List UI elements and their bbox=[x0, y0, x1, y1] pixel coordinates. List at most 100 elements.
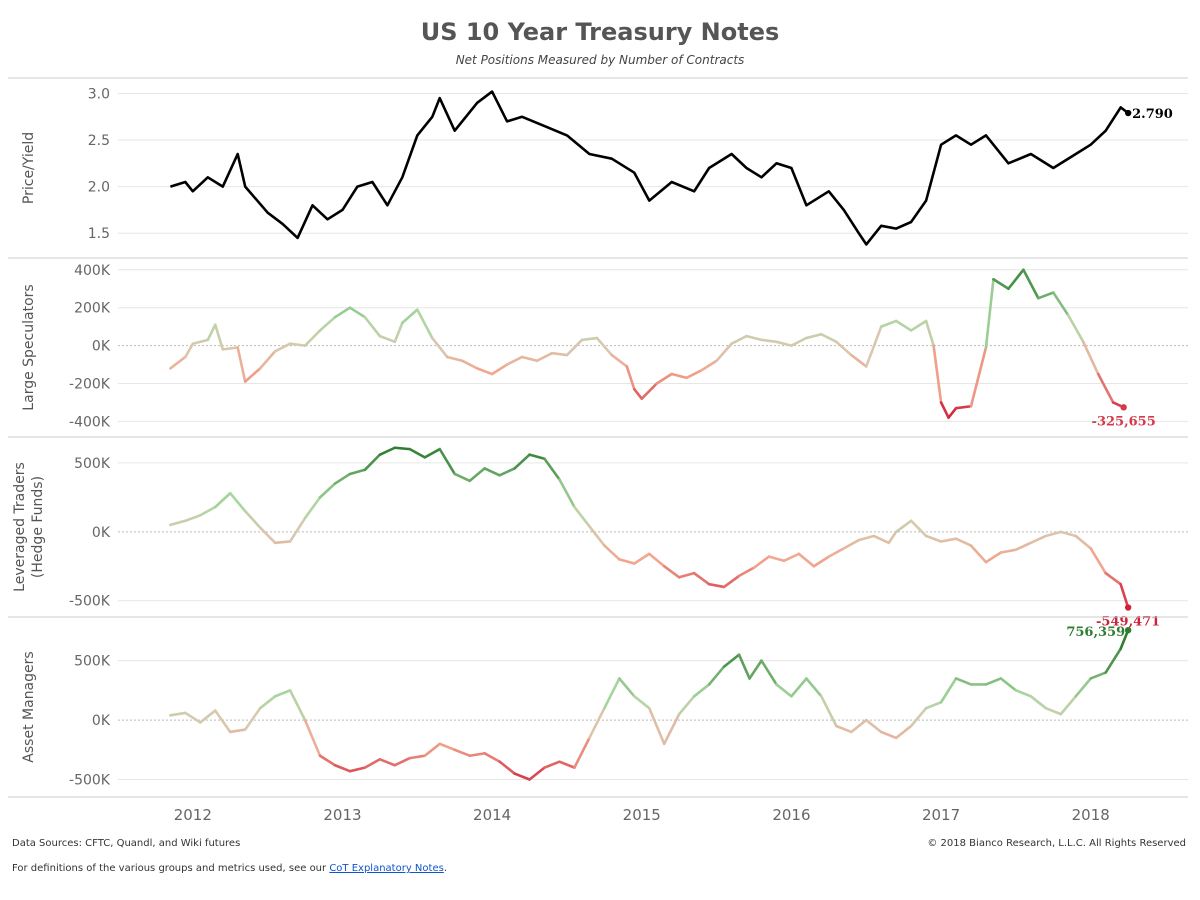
series-segment bbox=[909, 319, 928, 332]
series-segment bbox=[228, 491, 247, 513]
series-segment bbox=[573, 505, 591, 528]
series-segment bbox=[924, 534, 943, 543]
series-segment bbox=[1059, 695, 1078, 716]
series-segment bbox=[924, 700, 943, 710]
series-segment bbox=[700, 359, 718, 372]
series-segment bbox=[378, 757, 397, 767]
series-segment bbox=[632, 695, 651, 710]
series-segment bbox=[550, 351, 569, 357]
y-axis-title: Asset Managers bbox=[21, 651, 37, 762]
y-tick-label: 0K bbox=[92, 525, 111, 541]
y-tick-label: -200K bbox=[69, 377, 111, 393]
series-segment bbox=[820, 332, 838, 344]
series-segment bbox=[1066, 313, 1085, 344]
series-segment bbox=[924, 319, 935, 347]
series-segment bbox=[1089, 671, 1107, 680]
series-segment bbox=[498, 467, 516, 477]
data-sources-note: Data Sources: CFTC, Quandl, and Wiki fut… bbox=[12, 838, 241, 849]
series-segment bbox=[333, 763, 352, 773]
series-segment bbox=[273, 342, 292, 353]
series-segment bbox=[894, 319, 913, 332]
series-segment bbox=[348, 306, 367, 319]
series-segment bbox=[513, 453, 531, 470]
series-segment bbox=[909, 519, 928, 538]
series-segment bbox=[632, 387, 644, 400]
series-segment bbox=[184, 342, 195, 359]
definitions-prefix: For definitions of the various groups an… bbox=[12, 863, 327, 874]
y-tick-label: -400K bbox=[69, 414, 111, 430]
series-segment bbox=[879, 319, 898, 328]
series-segment bbox=[1119, 628, 1130, 651]
x-tick-label: 2013 bbox=[323, 806, 361, 824]
series-segment bbox=[1022, 268, 1040, 300]
series-segment bbox=[206, 323, 217, 342]
series-segment bbox=[303, 718, 322, 758]
series-segment bbox=[1074, 534, 1093, 550]
series-segment bbox=[243, 706, 262, 731]
series-segment bbox=[797, 552, 816, 568]
series-segment bbox=[603, 677, 621, 710]
series-segment bbox=[393, 446, 412, 451]
series-segment bbox=[363, 757, 382, 769]
series-segment bbox=[333, 472, 352, 485]
y-tick-label: 2.0 bbox=[88, 180, 110, 196]
series-segment bbox=[745, 334, 763, 342]
series-segment bbox=[490, 363, 509, 376]
y-axis-title: (Hedge Funds) bbox=[30, 476, 46, 578]
series-segment bbox=[184, 711, 202, 724]
series-segment bbox=[969, 346, 988, 408]
series-segment bbox=[543, 457, 561, 481]
series-segment bbox=[1014, 541, 1033, 552]
series-segment bbox=[835, 724, 853, 734]
series-segment bbox=[677, 695, 696, 716]
series-segment bbox=[460, 359, 479, 370]
series-segment bbox=[169, 711, 187, 717]
series-segment bbox=[408, 754, 427, 760]
series-segment bbox=[430, 336, 449, 359]
series-segment bbox=[520, 355, 539, 363]
series-segment bbox=[670, 372, 688, 380]
series-segment bbox=[213, 491, 232, 509]
last-point-marker bbox=[1120, 404, 1127, 411]
series-segment bbox=[715, 342, 733, 363]
series-segment bbox=[453, 748, 471, 758]
series-segment bbox=[1089, 547, 1107, 575]
series-segment bbox=[348, 468, 367, 476]
series-segment bbox=[909, 706, 928, 728]
series-segment bbox=[363, 315, 382, 338]
series-segment bbox=[603, 544, 621, 561]
series-segment bbox=[640, 382, 659, 400]
series-segment bbox=[1029, 534, 1048, 545]
series-segment bbox=[662, 564, 681, 579]
series-segment bbox=[438, 447, 457, 476]
series-segment bbox=[835, 340, 853, 357]
x-tick-label: 2018 bbox=[1072, 806, 1110, 824]
series-segment bbox=[879, 730, 898, 740]
series-segment bbox=[558, 478, 576, 509]
series-segment bbox=[423, 447, 442, 459]
series-segment bbox=[760, 659, 778, 686]
series-segment bbox=[333, 306, 352, 319]
series-segment bbox=[632, 552, 651, 565]
last-value-label: -325,655 bbox=[1092, 414, 1156, 429]
y-tick-label: 2.5 bbox=[88, 133, 110, 149]
y-tick-label: 400K bbox=[74, 263, 111, 279]
series-segment bbox=[932, 344, 943, 404]
series-segment bbox=[288, 342, 307, 347]
series-segment bbox=[243, 509, 262, 529]
series-segment bbox=[288, 516, 307, 543]
x-tick-label: 2015 bbox=[623, 806, 661, 824]
series-segment bbox=[303, 496, 322, 520]
cot-explanatory-notes-link[interactable]: CoT Explanatory Notes bbox=[329, 863, 444, 874]
series-segment bbox=[1119, 582, 1130, 609]
series-segment bbox=[1081, 340, 1100, 376]
series-segment bbox=[790, 677, 808, 698]
series-segment bbox=[423, 742, 442, 758]
series-segment bbox=[984, 277, 995, 349]
series-segment bbox=[1029, 695, 1048, 710]
series-segment bbox=[849, 353, 868, 368]
series-segment bbox=[1104, 571, 1122, 586]
series-segment bbox=[528, 453, 546, 461]
series-segment bbox=[872, 534, 890, 545]
y-axis-title: Price/Yield bbox=[21, 132, 37, 204]
